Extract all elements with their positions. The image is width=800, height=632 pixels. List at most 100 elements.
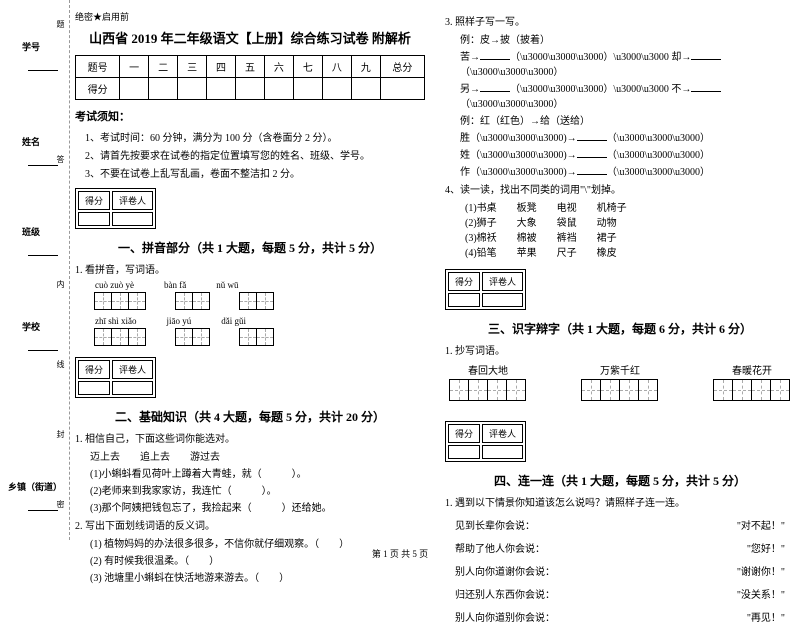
match-left: 别人向你道别你会说： <box>455 609 555 624</box>
question-stem: 1. 看拼音，写词语。 <box>75 261 425 276</box>
score-table: 题号 一 二 三 四 五 六 七 八 九 总分 得分 <box>75 55 425 100</box>
cut-label: 答 <box>55 155 66 163</box>
match-pair[interactable]: 别人向你道别你会说： "再见！" <box>455 609 785 624</box>
copy-group: 春暖花开 <box>714 362 790 401</box>
exam-title: 山西省 2019 年二年级语文【上册】综合练习试卷 附解析 <box>75 28 425 47</box>
side-line <box>28 350 58 351</box>
th: 题号 <box>76 56 120 78</box>
example-text: 例：红（红色）→给（送给） <box>460 112 795 127</box>
section-heading: 四、连一连（共 1 大题，每题 5 分，共计 5 分） <box>445 472 795 489</box>
right-column: 3. 照样子写一写。 例：皮→披（披着） 苦→（\u3000\u3000\u30… <box>445 10 795 632</box>
sub-item: (3) 池塘里小蝌蚪在快活地游来游去。（ ） <box>90 569 425 584</box>
th: 九 <box>351 56 380 78</box>
scorebox-label: 评卷人 <box>112 191 153 210</box>
binding-strip: 学号 姓名 班级 学校 乡镇（街道） 题 答 内 线 封 密 <box>0 0 70 540</box>
tianzi-row <box>95 328 425 346</box>
scorebox: 得分评卷人 <box>445 269 526 310</box>
scorebox-label: 评卷人 <box>482 272 523 291</box>
blank-field[interactable] <box>577 148 607 158</box>
match-right: "对不起！" <box>737 517 785 532</box>
side-label-xuehao: 学号 <box>22 40 40 53</box>
side-line <box>28 165 58 166</box>
pinyin-row: zhī shì xiǎo jiāo yú dǎi gǔi <box>95 316 425 326</box>
sub-item: (1)小蝌蚪看见荷叶上蹲着大青蛙，就（ ）。 <box>90 465 425 480</box>
blank-field[interactable] <box>691 50 721 60</box>
pinyin-text: cuò zuò yè <box>95 280 134 290</box>
word-list: (2)狮子 大象 袋鼠 动物 <box>465 214 795 229</box>
match-left: 见到长辈你会说： <box>455 517 535 532</box>
arrow: )→ <box>563 167 576 178</box>
copy-row: 春回大地 万紫千红 春暖花开 <box>450 362 790 401</box>
pinyin-text: bàn fǎ <box>164 280 186 290</box>
question-stem: 1. 遇到以下情景你知道该怎么说吗？请照样子连一连。 <box>445 494 795 509</box>
tianzi-group[interactable] <box>240 292 274 310</box>
question-stem: 2. 写出下面划线词语的反义词。 <box>75 517 425 532</box>
sub-item: (3)那个阿姨把钱包忘了，我捡起来（ ）还给她。 <box>90 499 425 514</box>
th: 八 <box>322 56 351 78</box>
cut-label: 线 <box>55 360 66 368</box>
copy-word: 春回大地 <box>450 362 526 377</box>
pinyin-text: dǎi gǔi <box>221 316 246 326</box>
scorebox: 得分评卷人 <box>75 357 156 398</box>
char-prompt: 另→ <box>460 84 480 95</box>
scorebox: 得分评卷人 <box>445 421 526 462</box>
word-list: (1)书桌 板凳 电视 机椅子 <box>465 199 795 214</box>
copy-box[interactable] <box>714 379 790 401</box>
fill-row: 姓（\u3000\u3000\u3000)→（\u3000\u3000\u300… <box>460 146 795 161</box>
th: 总分 <box>380 56 424 78</box>
tianzi-group[interactable] <box>95 292 146 310</box>
copy-word: 春暖花开 <box>714 362 790 377</box>
side-label-town: 乡镇（街道） <box>8 480 62 493</box>
secret-label: 绝密★启用前 <box>75 10 425 23</box>
word-list: (3)棉袄 棉被 裤裆 裙子 <box>465 229 795 244</box>
cut-label: 封 <box>55 430 66 438</box>
char-prompt: 姓（ <box>460 150 480 161</box>
match-left: 别人向你道谢你会说： <box>455 563 555 578</box>
blank-field[interactable] <box>691 82 721 92</box>
scorebox-label: 得分 <box>448 424 480 443</box>
tianzi-group[interactable] <box>95 328 146 346</box>
side-label-name: 姓名 <box>22 135 40 148</box>
th: 七 <box>293 56 322 78</box>
char-prompt: 作（ <box>460 167 480 178</box>
tianzi-group[interactable] <box>176 292 210 310</box>
cut-label: 题 <box>55 20 66 28</box>
pinyin-text: zhī shì xiǎo <box>95 316 137 326</box>
tianzi-row <box>95 292 425 310</box>
options: 迈上去 追上去 游过去 <box>90 448 425 463</box>
fill-row: 另→（\u3000\u3000\u3000）\u3000\u3000 不→（\u… <box>460 80 795 110</box>
sub-item: (2)老师来到我家家访，我连忙（ ）。 <box>90 482 425 497</box>
fill-row: 苦→（\u3000\u3000\u3000）\u3000\u3000 却→（\u… <box>460 48 795 78</box>
match-right: "再见！" <box>747 609 785 624</box>
copy-group: 春回大地 <box>450 362 526 401</box>
char-prompt: 不→ <box>671 84 691 95</box>
match-pair[interactable]: 见到长辈你会说： "对不起！" <box>455 517 785 532</box>
page-footer: 第 1 页 共 5 页 <box>0 547 800 560</box>
tianzi-group[interactable] <box>176 328 210 346</box>
notice-item: 2、请首先按要求在试卷的指定位置填写您的姓名、班级、学号。 <box>85 147 425 162</box>
blank-field[interactable] <box>480 50 510 60</box>
question-stem: 3. 照样子写一写。 <box>445 13 795 28</box>
match-right: "没关系！" <box>737 586 785 601</box>
blank-field[interactable] <box>480 82 510 92</box>
char-prompt: 胜（ <box>460 133 480 144</box>
char-prompt: 却→ <box>671 52 691 63</box>
tianzi-group[interactable] <box>240 328 274 346</box>
scorebox: 得分评卷人 <box>75 188 156 229</box>
blank-field[interactable] <box>577 165 607 175</box>
match-pair[interactable]: 归还别人东西你会说： "没关系！" <box>455 586 785 601</box>
section-heading: 二、基础知识（共 4 大题，每题 5 分，共计 20 分） <box>75 408 425 425</box>
row-label: 得分 <box>76 78 120 100</box>
blank-field[interactable] <box>577 131 607 141</box>
copy-box[interactable] <box>450 379 526 401</box>
pinyin-text: jiāo yú <box>167 316 192 326</box>
side-label-class: 班级 <box>22 225 40 238</box>
fill-row: 作（\u3000\u3000\u3000)→（\u3000\u3000\u300… <box>460 163 795 178</box>
cut-label: 内 <box>55 280 66 288</box>
table-row: 题号 一 二 三 四 五 六 七 八 九 总分 <box>76 56 425 78</box>
pinyin-row: cuò zuò yè bàn fǎ nǔ wū <box>95 280 425 290</box>
copy-box[interactable] <box>582 379 658 401</box>
copy-word: 万紫千红 <box>582 362 658 377</box>
notice-item: 3、不要在试卷上乱写乱画，卷面不整洁扣 2 分。 <box>85 165 425 180</box>
match-pair[interactable]: 别人向你道谢你会说： "谢谢你！" <box>455 563 785 578</box>
